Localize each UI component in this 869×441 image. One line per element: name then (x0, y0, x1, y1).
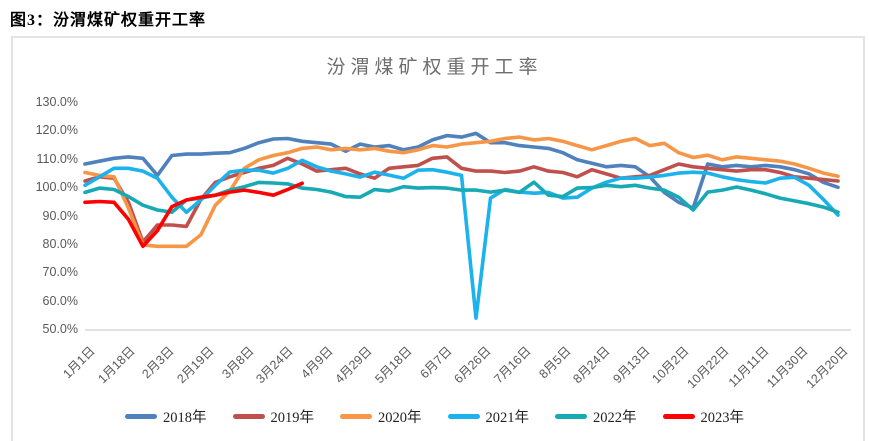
legend-item: 2019年 (232, 406, 315, 427)
legend-item: 2022年 (555, 406, 637, 427)
legend-item: 2020年 (340, 406, 422, 427)
legend-label: 2021年 (485, 410, 530, 426)
legend-label: 2022年 (593, 410, 637, 426)
y-tick-label: 100.0% (35, 180, 78, 195)
chart-legend: 2018年 2019年 2020年 2021年 2022年 2023年 (0, 406, 869, 427)
y-tick-label: 130.0% (35, 95, 78, 109)
y-tick-label: 90.0% (42, 208, 78, 223)
legend-label: 2023年 (700, 410, 745, 426)
y-tick-label: 80.0% (42, 236, 78, 251)
y-tick-label: 70.0% (42, 265, 78, 280)
legend-label: 2019年 (270, 410, 315, 426)
figure-caption: 图3：汾渭煤矿权重开工率 (10, 12, 207, 29)
legend-swatch-icon (232, 414, 265, 419)
legend-swatch-icon (125, 414, 157, 419)
legend-swatch-icon (447, 414, 480, 419)
legend-label: 2020年 (378, 410, 422, 426)
legend-item: 2021年 (447, 406, 530, 427)
chart-title: 汾渭煤矿权重开工率 (326, 57, 543, 78)
legend-item: 2018年 (125, 406, 207, 427)
legend-item: 2023年 (662, 406, 745, 427)
y-tick-label: 120.0% (35, 123, 78, 138)
legend-label: 2018年 (163, 410, 207, 426)
y-tick-label: 60.0% (42, 293, 78, 308)
legend-swatch-icon (662, 414, 695, 419)
legend-swatch-icon (340, 414, 372, 419)
legend-swatch-icon (555, 414, 587, 419)
y-tick-label: 110.0% (36, 151, 78, 166)
y-tick-label: 50.0% (42, 322, 78, 336)
